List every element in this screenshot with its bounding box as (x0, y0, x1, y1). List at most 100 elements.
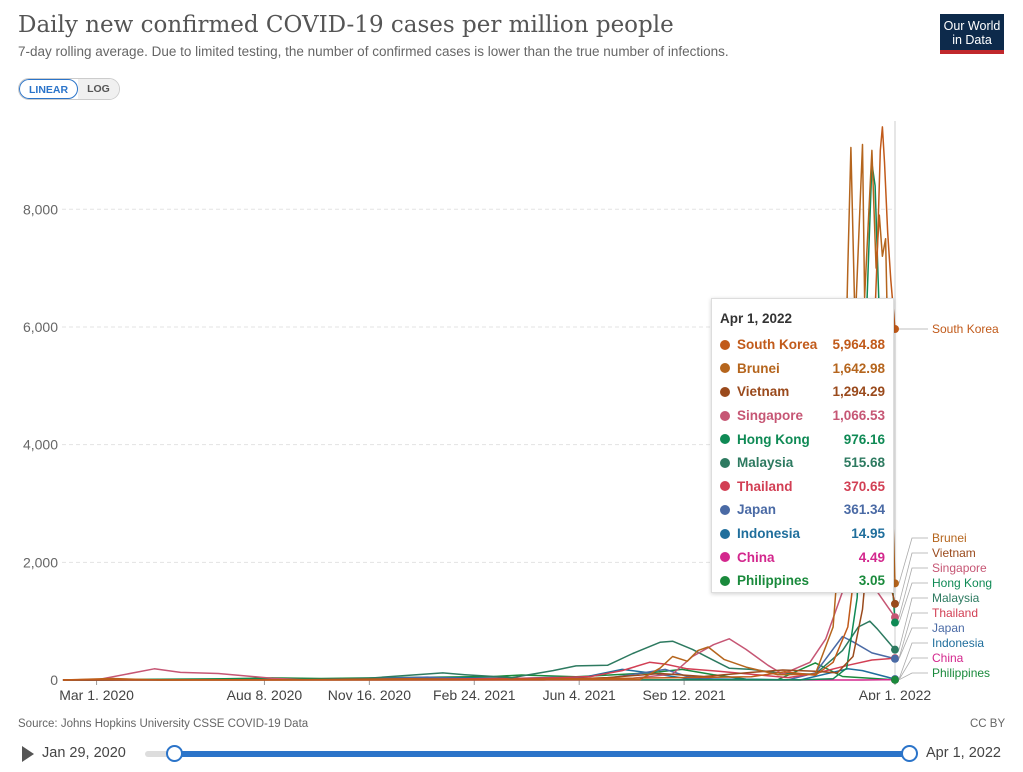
end-label-singapore[interactable]: Singapore (932, 561, 987, 575)
end-label-philippines[interactable]: Philippines (932, 666, 990, 680)
line-chart[interactable]: 0 2,000 4,000 6,000 8,000 Mar 1, 2020 Aug 8, … (0, 100, 1023, 700)
tooltip-row: Thailand 370.65 (720, 475, 885, 499)
tooltip-series-value: 361.34 (843, 502, 885, 518)
tooltip-series-value: 5,964.88 (832, 337, 885, 353)
end-point-philippines[interactable] (891, 675, 899, 684)
tooltip-series-name: Malaysia (737, 455, 794, 471)
end-label-hong-kong[interactable]: Hong Kong (932, 576, 992, 590)
log-scale-button[interactable]: LOG (78, 79, 119, 99)
timeline-start-handle[interactable] (166, 745, 183, 762)
end-label-connector (898, 582, 928, 623)
y-tick-label: 4,000 (23, 437, 58, 453)
tooltip-row: Japan 361.34 (720, 498, 885, 522)
license-link[interactable]: CC BY (970, 718, 1006, 730)
logo-line-1: Our World (943, 19, 1001, 33)
tooltip-series-value: 976.16 (843, 431, 885, 447)
y-tick-label: 8,000 (23, 201, 58, 217)
tooltip-series-value: 4.49 (858, 549, 885, 565)
tooltip-series-name: Brunei (737, 360, 780, 376)
play-icon[interactable] (22, 746, 34, 762)
x-tick-label: Sep 12, 2021 (642, 687, 726, 700)
tooltip-row: South Korea 5,964.88 (720, 333, 885, 357)
source-link[interactable]: Source: Johns Hopkins University CSSE CO… (18, 718, 309, 730)
y-axis-ticks: 0 2,000 4,000 6,000 8,000 (23, 201, 58, 688)
tooltip-series-name: Indonesia (737, 526, 801, 542)
end-label-thailand[interactable]: Thailand (932, 606, 978, 620)
timeline-start-label: Jan 29, 2020 (42, 745, 126, 761)
end-label-connector (898, 672, 928, 681)
tooltip-series-name: Singapore (737, 408, 804, 424)
series-dot-icon (720, 504, 730, 515)
tooltip-series-name: South Korea (737, 337, 818, 353)
timeline-end-label: Apr 1, 2022 (926, 745, 1001, 761)
end-label-connector (898, 612, 928, 659)
timeline: Jan 29, 2020 Apr 1, 2022 (0, 740, 1023, 770)
series-dot-icon (720, 481, 730, 492)
series-dot-icon (720, 552, 730, 563)
end-point-japan[interactable] (891, 654, 899, 663)
end-point-malaysia[interactable] (891, 645, 899, 654)
chart-subtitle: 7-day rolling average. Due to limited te… (18, 44, 729, 59)
series-line-malaysia[interactable] (62, 620, 896, 681)
end-label-south-korea[interactable]: South Korea (932, 322, 999, 336)
series-line-thailand[interactable] (62, 657, 896, 681)
tooltip-rows: South Korea 5,964.88 Brunei 1,642.98 Vietnam… (720, 333, 885, 593)
tooltip-series-name: Vietnam (737, 384, 790, 400)
series-dot-icon (720, 339, 730, 350)
tooltip-row: Hong Kong 976.16 (720, 427, 885, 451)
x-tick-label: Nov 16, 2020 (328, 687, 411, 700)
end-label-indonesia[interactable]: Indonesia (932, 636, 984, 650)
end-point-hong-kong[interactable] (891, 618, 899, 627)
scale-toggle: LINEAR LOG (18, 78, 120, 100)
series-dot-icon (720, 457, 730, 468)
end-label-connector (898, 597, 928, 650)
tooltip-series-value: 1,642.98 (832, 360, 885, 376)
tooltip-series-name: Japan (737, 502, 777, 518)
tooltip-series-value: 370.65 (843, 478, 885, 494)
x-tick-label: Jun 4, 2021 (543, 687, 616, 700)
end-label-vietnam[interactable]: Vietnam (932, 546, 976, 560)
end-label-malaysia[interactable]: Malaysia (932, 591, 980, 605)
data-tooltip: Apr 1, 2022 South Korea 5,964.88 Brunei 1,6… (711, 298, 894, 593)
timeline-end-handle[interactable] (901, 745, 918, 762)
tooltip-series-value: 3.05 (858, 573, 885, 589)
series-dot-icon (720, 410, 730, 421)
linear-scale-button[interactable]: LINEAR (19, 79, 79, 99)
end-label-connector (898, 537, 928, 584)
end-label-china[interactable]: China (932, 651, 964, 665)
end-label-connector (898, 642, 928, 680)
tooltip-row: Indonesia 14.95 (720, 522, 885, 546)
series-line-south-korea[interactable] (62, 126, 896, 681)
owid-logo[interactable]: Our World in Data (940, 14, 1004, 54)
tooltip-series-name: China (737, 549, 775, 565)
tooltip-series-value: 1,294.29 (832, 384, 885, 400)
x-tick-label: Feb 24, 2021 (433, 687, 516, 700)
tooltip-row: China 4.49 (720, 545, 885, 569)
tooltip-row: Philippines 3.05 (720, 569, 885, 593)
end-label-brunei[interactable]: Brunei (932, 531, 967, 545)
end-label-connector (898, 657, 928, 680)
y-tick-label: 2,000 (23, 554, 58, 570)
series-dot-icon (720, 386, 730, 397)
y-tick-label: 0 (50, 672, 58, 688)
tooltip-series-value: 14.95 (851, 526, 885, 542)
x-tick-label: Aug 8, 2020 (227, 687, 303, 700)
series-dot-icon (720, 363, 730, 374)
end-label-connector (898, 627, 928, 659)
series-dot-icon (720, 434, 730, 445)
tooltip-series-name: Philippines (737, 573, 810, 589)
x-axis-ticks: Mar 1, 2020 Aug 8, 2020 Nov 16, 2020 Feb 24… (59, 680, 931, 700)
chart-title: Daily new confirmed COVID-19 cases per m… (18, 12, 674, 38)
y-tick-label: 6,000 (23, 319, 58, 335)
end-point-vietnam[interactable] (891, 599, 899, 608)
tooltip-row: Vietnam 1,294.29 (720, 380, 885, 404)
tooltip-series-value: 1,066.53 (832, 408, 885, 424)
end-label-japan[interactable]: Japan (932, 621, 965, 635)
end-label-connector (898, 552, 928, 604)
logo-line-2: in Data (952, 33, 992, 47)
tooltip-series-name: Hong Kong (737, 431, 810, 447)
x-tick-label: Mar 1, 2020 (59, 687, 134, 700)
tooltip-series-value: 515.68 (843, 455, 885, 471)
timeline-selected-range[interactable] (174, 751, 909, 757)
